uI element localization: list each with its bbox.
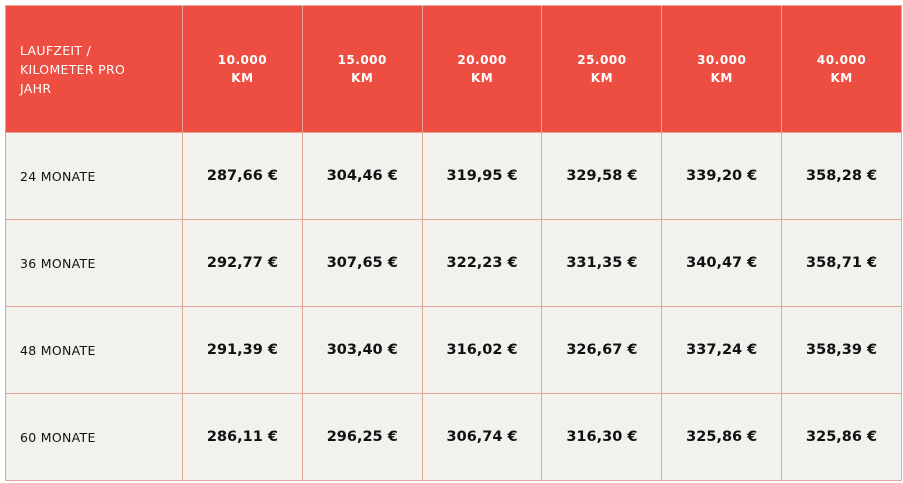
price-cell: 325,86 € (661, 393, 783, 481)
table-body: 24 MONATE 287,66 €304,46 €319,95 €329,58 … (5, 132, 902, 481)
header-cell: 20.000 KM (421, 5, 543, 133)
table-row: 60 MONATE 286,11 €296,25 €306,74 €316,30 … (5, 393, 902, 481)
price-cell: 358,71 € (781, 219, 902, 307)
row-label: 36 MONATE (5, 219, 183, 307)
header-text: 40.000 KM (816, 53, 867, 85)
price-cell: 286,11 € (182, 393, 303, 481)
header-cell: 25.000 KM (541, 5, 663, 133)
header-row: LAUFZEIT / KILOMETER PRO JAHR 10.000 KM 15… (5, 5, 902, 133)
price-cell: 287,66 € (182, 132, 303, 220)
price-cell: 331,35 € (541, 219, 663, 307)
price-cell: 325,86 € (781, 393, 902, 481)
header-cell: LAUFZEIT / KILOMETER PRO JAHR (5, 5, 183, 133)
price-cell: 304,46 € (301, 132, 423, 220)
price-cell: 292,77 € (182, 219, 303, 307)
header-cell: 10.000 KM (182, 5, 303, 133)
header-text: 30.000 KM (697, 53, 747, 85)
header-text: 20.000 KM (457, 53, 507, 85)
price-cell: 303,40 € (301, 306, 423, 394)
header-cell: 30.000 KM (661, 5, 783, 133)
price-cell: 326,67 € (541, 306, 663, 394)
price-cell: 340,47 € (661, 219, 783, 307)
price-cell: 307,65 € (301, 219, 423, 307)
price-table: LAUFZEIT / KILOMETER PRO JAHR 10.000 KM 15… (5, 5, 902, 481)
price-cell: 296,25 € (301, 393, 423, 481)
row-label: 60 MONATE (5, 393, 183, 481)
header-text: LAUFZEIT / KILOMETER PRO JAHR (20, 42, 126, 96)
table-row: 24 MONATE 287,66 €304,46 €319,95 €329,58 … (5, 132, 902, 220)
header-cell: 15.000 KM (301, 5, 423, 133)
row-label: 48 MONATE (5, 306, 183, 394)
header-text: 10.000 KM (217, 53, 268, 85)
price-cell: 316,30 € (541, 393, 663, 481)
header-text: 15.000 KM (337, 53, 387, 85)
price-cell: 358,28 € (781, 132, 902, 220)
row-label: 24 MONATE (5, 132, 183, 220)
price-cell: 329,58 € (541, 132, 663, 220)
price-cell: 322,23 € (421, 219, 543, 307)
price-cell: 319,95 € (421, 132, 543, 220)
price-cell: 339,20 € (661, 132, 783, 220)
price-cell: 316,02 € (421, 306, 543, 394)
table-row: 36 MONATE 292,77 €307,65 €322,23 €331,35 … (5, 219, 902, 307)
header-text: 25.000 KM (577, 53, 627, 85)
price-cell: 337,24 € (661, 306, 783, 394)
price-cell: 306,74 € (421, 393, 543, 481)
price-cell: 358,39 € (781, 306, 902, 394)
header-cell: 40.000 KM (781, 5, 902, 133)
price-cell: 291,39 € (182, 306, 303, 394)
table-row: 48 MONATE 291,39 €303,40 €316,02 €326,67 … (5, 306, 902, 394)
